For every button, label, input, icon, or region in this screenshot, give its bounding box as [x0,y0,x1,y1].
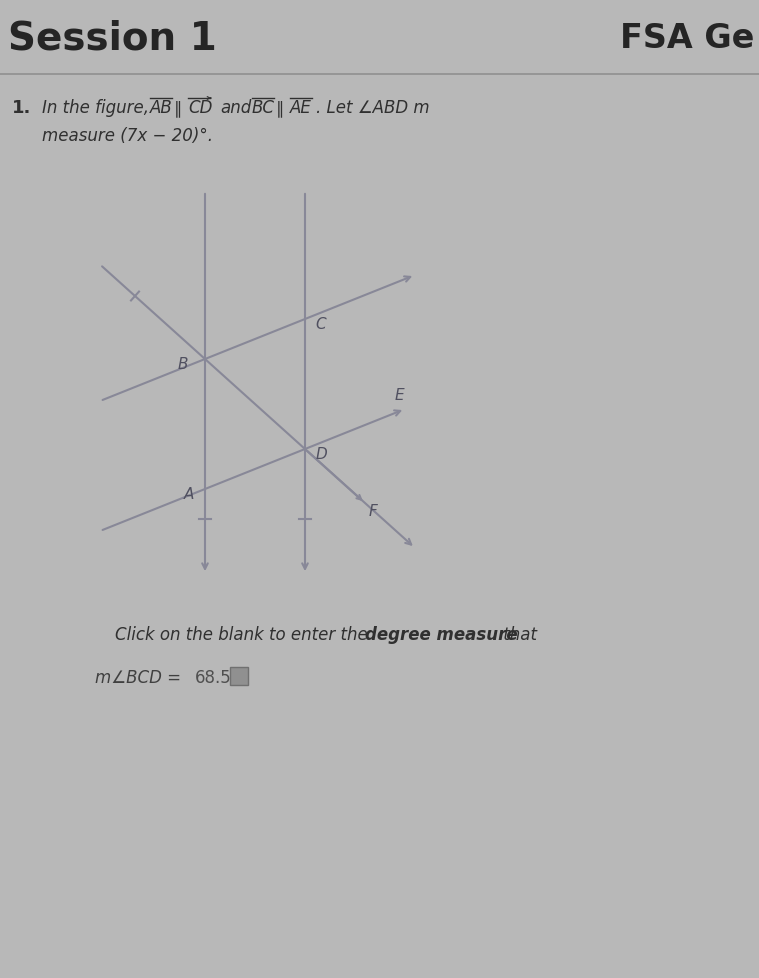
Text: . Let ∠ABD m: . Let ∠ABD m [316,99,430,117]
Text: measure (7x − 20)°.: measure (7x − 20)°. [42,127,213,145]
Text: AB: AB [150,99,173,117]
Text: C: C [316,317,326,333]
Text: 68.5: 68.5 [195,668,231,687]
Text: 1.: 1. [12,99,31,117]
Text: and: and [220,99,251,117]
Text: m∠BCD =: m∠BCD = [95,668,181,687]
Text: FSA Ge: FSA Ge [620,22,754,55]
Text: CD: CD [188,99,213,117]
FancyBboxPatch shape [230,667,248,686]
Text: AE: AE [290,99,312,117]
Text: ∥: ∥ [276,99,285,117]
Text: A: A [184,487,194,502]
Text: ∥: ∥ [174,99,182,117]
Text: that: that [498,625,537,644]
Text: In the figure,: In the figure, [42,99,149,117]
Text: Session 1: Session 1 [8,19,217,57]
Text: E: E [394,388,404,403]
Text: D: D [315,447,327,462]
Text: BC: BC [252,99,275,117]
Text: Click on the blank to enter the: Click on the blank to enter the [115,625,373,644]
Text: F: F [369,504,377,519]
Text: B: B [178,357,188,372]
Text: degree measure: degree measure [365,625,518,644]
